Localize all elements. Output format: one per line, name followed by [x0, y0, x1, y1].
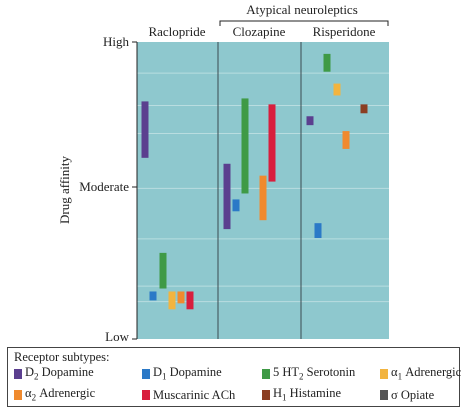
bar-risperidone-1-adrenergic	[333, 83, 341, 96]
bar-raclopride-muscarinic-ach	[186, 291, 194, 310]
group-header-atypical: Atypical neuroleptics	[246, 2, 358, 17]
bar-raclopride-1-adrenergic	[168, 291, 176, 310]
legend-box: Receptor subtypes: D2 Dopamine D1 Dopamin…	[7, 347, 461, 407]
bar-risperidone-h1-histamine	[360, 104, 368, 114]
legend-label: D1 Dopamine	[153, 365, 222, 384]
bar-risperidone-d1-dopamine	[314, 223, 322, 239]
legend-swatch	[14, 389, 22, 400]
bar-clozapine-d2-dopamine	[223, 163, 231, 230]
legend-label: H1 Histamine	[273, 386, 341, 405]
category-label-clozapine: Clozapine	[233, 24, 286, 39]
legend-label-subscript: 1	[397, 371, 403, 382]
legend-item-1: D2 Dopamine	[14, 365, 142, 384]
legend-label-subscript: 1	[282, 392, 287, 402]
bar-risperidone-2-adrenergic	[342, 131, 350, 149]
category-label-raclopride: Raclopride	[148, 24, 205, 39]
category-label-risperidone: Risperidone	[313, 24, 376, 39]
tick-label-high: High	[103, 34, 130, 49]
y-axis-label: Drug affinity	[57, 156, 72, 224]
bar-raclopride-d1-dopamine	[149, 291, 157, 301]
legend-swatch	[380, 369, 388, 380]
legend-swatch	[142, 389, 150, 400]
legend-title: Receptor subtypes:	[14, 350, 110, 364]
legend-label-main: Muscarinic ACh	[153, 387, 236, 402]
legend-label-subscript: 2	[299, 371, 304, 382]
legend-item-8: σ Opiate	[380, 386, 461, 405]
legend-label-subscript: 2	[34, 371, 39, 382]
legend-label-subscript: 1	[162, 371, 167, 382]
legend-swatch	[142, 369, 150, 380]
legend-item-3: 5 HT2 Serotonin	[262, 365, 380, 384]
legend-label-main: H	[273, 385, 283, 400]
legend-label-main: α	[391, 365, 398, 379]
legend-item-2: D1 Dopamine	[142, 365, 262, 384]
legend-swatch	[380, 389, 388, 400]
legend-label-main: σ Opiate	[391, 387, 435, 402]
group-header-bracket	[219, 20, 389, 26]
legend-label-main: D	[153, 365, 163, 379]
legend-label-subscript: 2	[31, 392, 37, 402]
bar-clozapine-2-adrenergic	[259, 175, 267, 221]
legend-item-6: Muscarinic ACh	[142, 386, 262, 405]
bar-raclopride-5-ht2-serotonin	[159, 252, 167, 289]
legend-label: α1 Adrenergic	[391, 365, 461, 384]
bar-clozapine-d1-dopamine	[232, 199, 240, 212]
legend-item-4: α1 Adrenergic	[380, 365, 461, 384]
bar-risperidone-5-ht2-serotonin	[323, 53, 331, 72]
legend-label-rest: Adrenergic	[36, 385, 96, 400]
legend-swatch	[262, 369, 270, 380]
legend-label-rest: Adrenergic	[402, 365, 462, 379]
legend-item-5: α2 Adrenergic	[14, 386, 142, 405]
legend-label-main: α	[25, 385, 32, 400]
gridlines	[137, 72, 389, 303]
legend-label-main: 5 HT	[273, 365, 300, 379]
legend-grid: D2 Dopamine D1 Dopamine 5 HT2 Serotonin α1 …	[14, 365, 461, 405]
legend-label: Muscarinic ACh	[153, 388, 235, 402]
tick-label-moderate: Moderate	[79, 179, 129, 194]
legend-item-7: H1 Histamine	[262, 386, 380, 405]
legend-label: α2 Adrenergic	[25, 386, 95, 405]
legend-swatch	[262, 389, 270, 400]
bars-group	[141, 53, 368, 310]
tick-label-low: Low	[105, 329, 129, 344]
receptor-affinity-chart: High Moderate Low Drug affinity Raclopri…	[57, 2, 389, 344]
legend-label-main: D	[25, 365, 35, 379]
bar-raclopride-d2-dopamine	[141, 101, 149, 158]
legend-label: 5 HT2 Serotonin	[273, 365, 355, 384]
legend-label-rest: Histamine	[286, 385, 342, 400]
legend-label-rest: Dopamine	[166, 365, 222, 379]
bar-raclopride-2-adrenergic	[177, 291, 185, 304]
legend-label-rest: Serotonin	[303, 365, 356, 379]
bar-risperidone-d2-dopamine	[306, 116, 314, 126]
legend-label-rest: Dopamine	[38, 365, 94, 379]
legend-swatch	[14, 369, 22, 380]
legend-label: D2 Dopamine	[25, 365, 94, 384]
bar-clozapine-muscarinic-ach	[268, 104, 276, 182]
legend-label: σ Opiate	[391, 388, 434, 402]
bar-clozapine-5-ht2-serotonin	[241, 98, 249, 194]
